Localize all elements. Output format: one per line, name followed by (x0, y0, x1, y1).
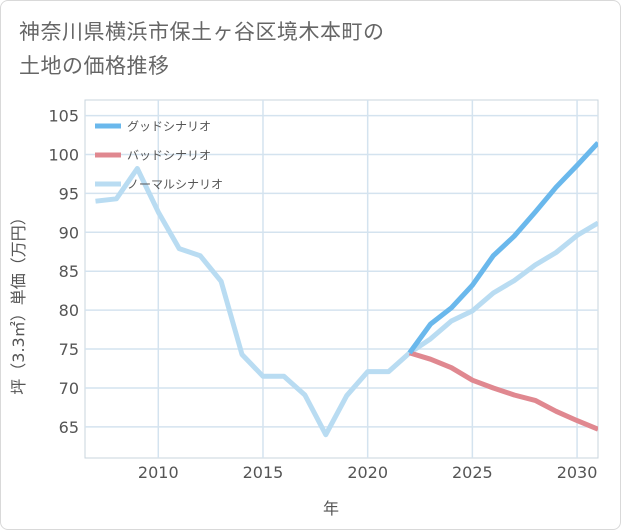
x-tick-labels: 2010 2015 2020 2025 2030 (138, 463, 597, 482)
y-tick-label: 100 (48, 145, 79, 164)
series-line-1 (408, 350, 598, 432)
legend-label-2: ノーマルシナリオ (127, 178, 223, 192)
x-tick-label: 2020 (347, 463, 388, 482)
y-tick-label: 90 (59, 223, 79, 242)
legend-label-1: バッドシナリオ (127, 149, 211, 163)
x-tick-label: 2030 (557, 463, 598, 482)
y-tick-label: 105 (48, 107, 79, 126)
chart-title-line-1: 神奈川県横浜市保土ヶ谷区境木本町の (19, 20, 385, 44)
y-tick-label: 75 (59, 340, 79, 359)
x-axis-label: 年 (323, 499, 339, 518)
chart-title-line-2: 土地の価格推移 (19, 54, 170, 78)
x-tick-label: 2025 (452, 463, 493, 482)
y-tick-label: 85 (59, 262, 79, 281)
x-tick-label: 2015 (243, 463, 284, 482)
series-line-2 (95, 166, 598, 438)
chart-title: 神奈川県横浜市保土ヶ谷区境木本町の 土地の価格推移 (19, 15, 385, 83)
y-tick-label: 95 (59, 184, 79, 203)
series-lines (95, 141, 598, 438)
y-tick-label: 70 (59, 379, 79, 398)
y-axis-label: 坪（3.3㎡）単価（万円） (9, 209, 28, 394)
y-tick-labels: 65 70 75 80 85 90 95 100 105 (48, 107, 79, 437)
series-line-0 (407, 141, 598, 355)
grid-lines (85, 100, 598, 458)
y-tick-label: 80 (59, 301, 79, 320)
x-tick-label: 2010 (138, 463, 179, 482)
legend-label-0: グッドシナリオ (127, 120, 211, 134)
y-tick-label: 65 (59, 418, 79, 437)
